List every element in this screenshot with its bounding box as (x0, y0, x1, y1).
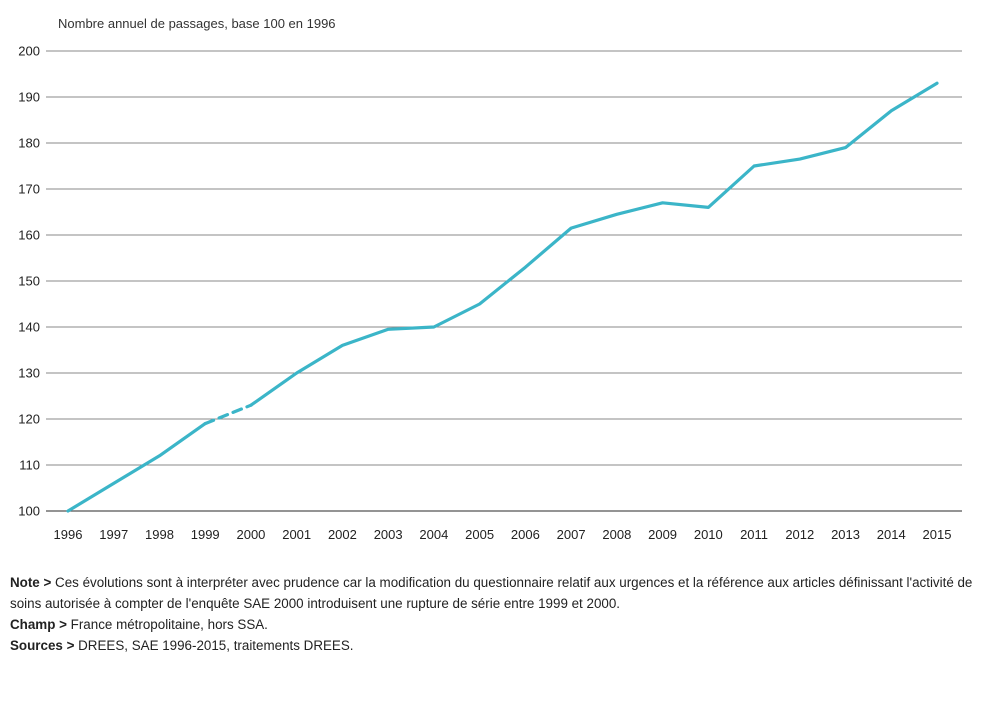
champ-paragraph: Champ > France métropolitaine, hors SSA. (10, 614, 975, 635)
x-tick-label: 2010 (694, 527, 723, 542)
champ-label: Champ > (10, 617, 67, 632)
sources-paragraph: Sources > DREES, SAE 1996-2015, traiteme… (10, 635, 975, 656)
sources-label: Sources > (10, 638, 75, 653)
y-tick-label: 180 (18, 136, 40, 151)
x-tick-label: 1999 (191, 527, 220, 542)
x-tick-labels: 1996 1997 1998 1999 2000 2001 2002 2003 2004 2005… (54, 527, 952, 542)
x-tick-label: 2012 (785, 527, 814, 542)
y-tick-label: 150 (18, 274, 40, 289)
y-axis-title: Nombre annuel de passages, base 100 en 1… (58, 16, 336, 31)
x-tick-label: 2004 (419, 527, 448, 542)
y-tick-label: 100 (18, 504, 40, 519)
note-text: Ces évolutions sont à interpréter avec p… (10, 575, 973, 611)
grid-lines (46, 50, 962, 512)
series-line-segment (66, 422, 207, 513)
x-tick-label: 2011 (740, 527, 768, 542)
y-tick-label: 160 (18, 228, 40, 243)
series-lines (66, 81, 939, 513)
note-paragraph: Note > Ces évolutions sont à interpréter… (10, 572, 975, 614)
x-tick-label: 2007 (557, 527, 586, 542)
x-tick-label: 2001 (282, 527, 311, 542)
x-tick-label: 2002 (328, 527, 357, 542)
x-tick-label: 1998 (145, 527, 174, 542)
series-break-segment (203, 403, 253, 426)
y-tick-label: 170 (18, 182, 40, 197)
x-tick-label: 2015 (923, 527, 952, 542)
x-tick-label: 2009 (648, 527, 677, 542)
x-tick-label: 2006 (511, 527, 540, 542)
x-tick-label: 1997 (99, 527, 128, 542)
chart-notes: Note > Ces évolutions sont à interpréter… (10, 572, 975, 656)
chart-svg: Nombre annuel de passages, base 100 en 1… (18, 16, 962, 542)
y-tick-label: 140 (18, 320, 40, 335)
x-tick-label: 2008 (602, 527, 631, 542)
champ-text: France métropolitaine, hors SSA. (70, 617, 268, 632)
line-chart: Nombre annuel de passages, base 100 en 1… (18, 16, 962, 542)
y-tick-label: 200 (18, 44, 40, 59)
y-tick-labels: 100 110 120 130 140 150 160 170 180 190 200 (18, 44, 40, 519)
y-tick-label: 120 (18, 412, 40, 427)
y-tick-label: 130 (18, 366, 40, 381)
x-tick-label: 2005 (465, 527, 494, 542)
x-tick-label: 2000 (236, 527, 265, 542)
x-tick-label: 2013 (831, 527, 860, 542)
y-tick-label: 190 (18, 90, 40, 105)
x-tick-label: 1996 (54, 527, 83, 542)
note-label: Note > (10, 575, 52, 590)
x-tick-label: 2014 (877, 527, 906, 542)
x-tick-label: 2003 (374, 527, 403, 542)
sources-text: DREES, SAE 1996-2015, traitements DREES. (78, 638, 354, 653)
series-line-segment (249, 81, 939, 407)
y-tick-label: 110 (19, 458, 40, 473)
